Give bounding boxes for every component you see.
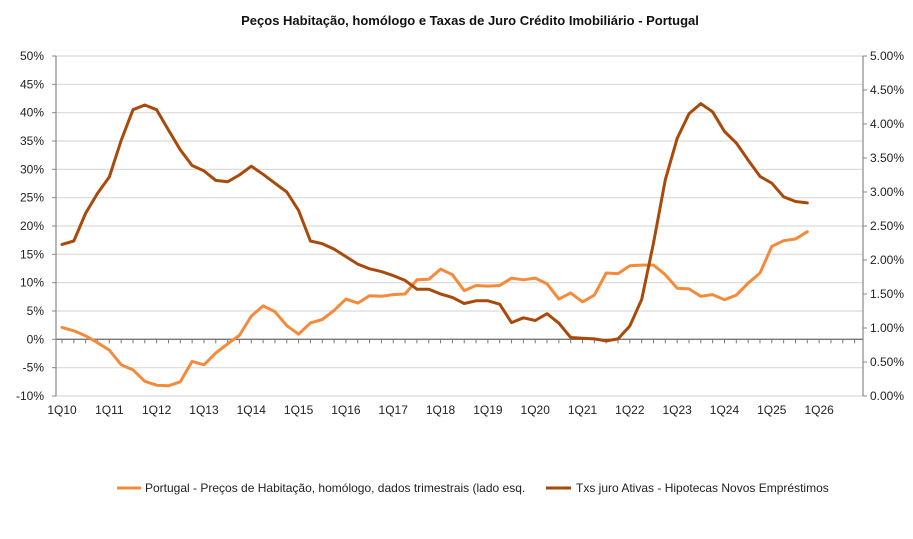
x-axis-tick-label: 1Q26 [804, 403, 834, 417]
x-axis-tick-label: 1Q20 [521, 403, 551, 417]
x-axis-tick-label: 1Q16 [331, 403, 361, 417]
left-axis-tick-label: 30% [20, 162, 44, 176]
left-axis-tick-label: -10% [16, 389, 44, 403]
x-axis-tick-label: 1Q22 [615, 403, 645, 417]
left-axis-tick-label: 25% [20, 191, 44, 205]
left-axis-tick-label: -5% [23, 361, 45, 375]
left-axis-tick-label: 15% [20, 247, 44, 261]
right-axis-tick-label: 5.00% [870, 49, 904, 63]
x-axis-tick-label: 1Q21 [568, 403, 598, 417]
house-prices-line [60, 230, 809, 388]
chart-title: Peços Habitação, homólogo e Taxas de Jur… [241, 13, 699, 28]
x-axis-tick-label: 1Q25 [757, 403, 787, 417]
legend: Portugal - Preços de Habitação, homólogo… [117, 481, 829, 495]
right-axis-tick-label: 4.00% [870, 117, 904, 131]
right-axis-tick-label: 3.00% [870, 185, 904, 199]
axes: -10% -5% 0% 5% 10% 15% 20% 25% 30% 35% 40% 45% 50% 0.… [16, 49, 904, 417]
gridlines [56, 55, 863, 397]
right-axis-tick-label: 4.50% [870, 83, 904, 97]
x-axis-tick-label: 1Q19 [473, 403, 503, 417]
mortgage-rates-line [60, 102, 809, 343]
x-axis-tick-label: 1Q23 [662, 403, 692, 417]
x-axis-tick-label: 1Q12 [142, 403, 172, 417]
right-axis-tick-label: 2.50% [870, 219, 904, 233]
left-axis-tick-label: 10% [20, 276, 44, 290]
legend-label-house-prices: Portugal - Preços de Habitação, homólogo… [145, 481, 525, 495]
left-axis-tick-label: 20% [20, 219, 44, 233]
right-axis-tick-label: 1.50% [870, 287, 904, 301]
x-axis-tick-label: 1Q11 [95, 403, 124, 417]
legend-label-mortgage-rates: Txs juro Ativas - Hipotecas Novos Emprés… [576, 481, 829, 495]
left-axis-tick-label: 5% [27, 304, 45, 318]
left-axis-tick-label: 50% [20, 49, 44, 63]
x-axis-tick-label: 1Q18 [426, 403, 456, 417]
right-axis-tick-label: 2.00% [870, 253, 904, 267]
x-axis-tick-label: 1Q13 [189, 403, 219, 417]
left-axis-tick-label: 0% [27, 332, 45, 346]
series-lines [60, 102, 809, 388]
x-axis-tick-label: 1Q14 [237, 403, 267, 417]
right-axis-tick-label: 0.00% [870, 389, 904, 403]
right-axis-tick-label: 0.50% [870, 355, 904, 369]
left-axis-tick-label: 45% [20, 77, 44, 91]
x-axis-tick-label: 1Q10 [47, 403, 77, 417]
x-axis-tick-label: 1Q24 [710, 403, 740, 417]
right-axis-tick-label: 3.50% [870, 151, 904, 165]
x-axis-tick-label: 1Q17 [379, 403, 409, 417]
left-axis-tick-label: 35% [20, 134, 44, 148]
left-axis-tick-label: 40% [20, 106, 44, 120]
x-axis-tick-label: 1Q15 [284, 403, 314, 417]
right-axis-tick-label: 1.00% [870, 321, 904, 335]
